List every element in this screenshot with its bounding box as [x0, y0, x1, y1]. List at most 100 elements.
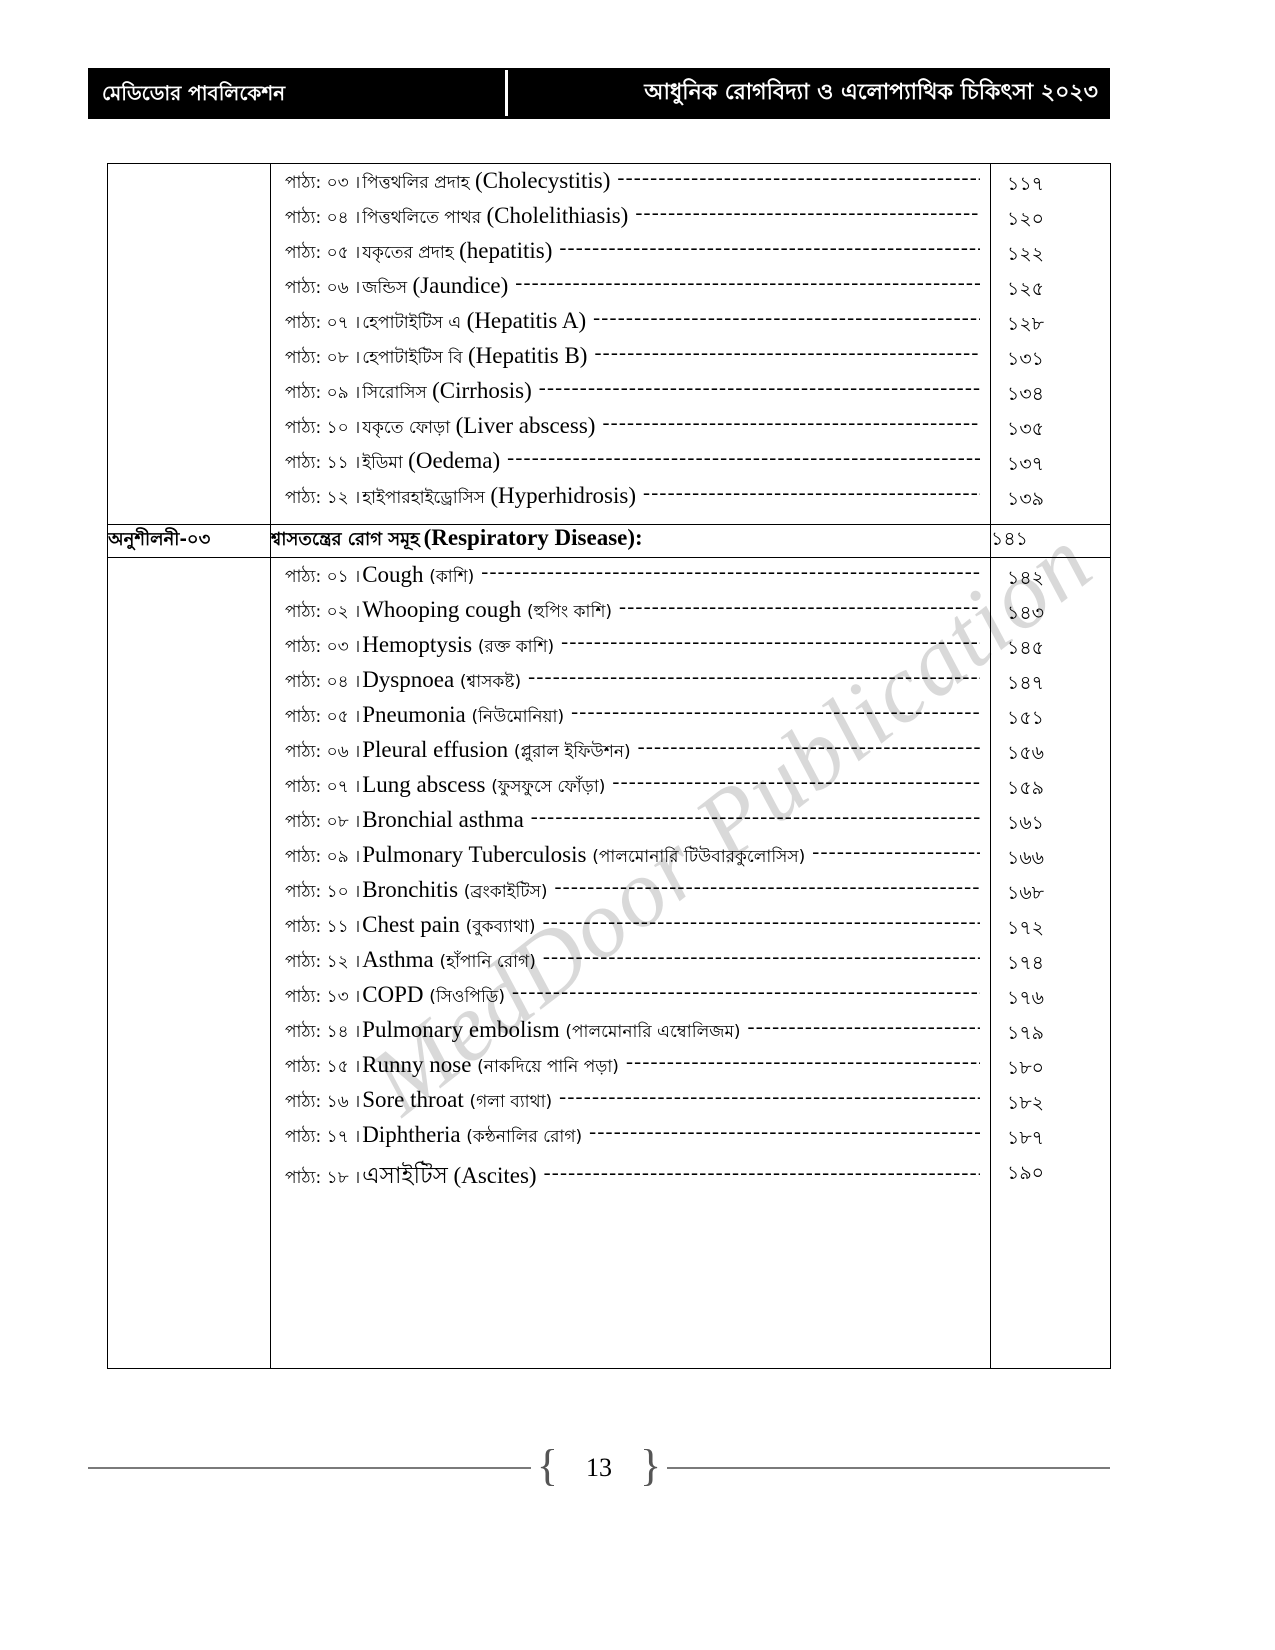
toc-entry-label: পাঠ্য: ০৫ । [285, 243, 361, 263]
toc-entry-page: ১৬৮ [1007, 881, 1045, 904]
toc-entry-label: পাঠ্য: ১২ । [285, 952, 361, 972]
toc-entry-title-bn: (সিওপিডি) [429, 987, 505, 1007]
toc-entry-title: Runny nose (নাকদিয়ে পানি পড়া) [362, 1052, 619, 1082]
toc-entry-label: পাঠ্য: ০৬ । [285, 278, 361, 298]
toc-entry-label: পাঠ্য: ০৭ । [285, 777, 361, 797]
toc-entry-title-en: Runny nose [362, 1052, 478, 1077]
toc-entry[interactable]: পাঠ্য: ০৯ । Pulmonary Tuberculosis (পালমো… [271, 842, 990, 877]
toc-entry[interactable]: পাঠ্য: ০৮ । Bronchial asthma -------------… [271, 807, 990, 842]
leader-dots: ----------------------------------------… [593, 308, 980, 329]
toc-entry-page: ১২৫ [1007, 277, 1045, 300]
toc-entry-page: ১১৭ [1007, 172, 1045, 195]
toc-entry[interactable]: পাঠ্য: ০১ । Cough (কাশি) -----------------… [271, 562, 990, 597]
toc-entry[interactable]: পাঠ্য: ১৮ । এসাইটিস (Ascites) ------------… [271, 1157, 990, 1192]
toc-entry[interactable]: পাঠ্য: ০৯ । সিরোসিস (Cirrhosis) ----------… [271, 378, 990, 413]
toc-entry[interactable]: পাঠ্য: ০৪ । পিত্তথলিতে পাথর (Cholelithias… [271, 203, 990, 238]
toc-entry-title-en: Pulmonary Tuberculosis [362, 842, 593, 867]
toc-entry[interactable]: পাঠ্য: ১৪ । Pulmonary embolism (পালমোনারি… [271, 1017, 990, 1052]
toc-entry[interactable]: পাঠ্য: ০৫ । Pneumonia (নিউমোনিয়া) -------… [271, 702, 990, 737]
toc-entry-title-en: (Cirrhosis) [432, 378, 532, 403]
toc-entry-title-bn: হেপাটাইটিস এ [362, 313, 467, 333]
toc-entry-title-bn: পিত্তথলিতে পাথর [362, 208, 487, 228]
toc-entry-page: ১৭৬ [1007, 986, 1045, 1009]
page-footer: { 13 } [88, 1441, 1110, 1491]
toc-entry[interactable]: পাঠ্য: ১২ । হাইপারহাইড্রোসিস (Hyperhidros… [271, 483, 990, 518]
toc-entry-title: পিত্তথলিতে পাথর (Cholelithiasis) [362, 203, 628, 233]
toc-entry-title-en: Dyspnoea [362, 667, 460, 692]
toc-entry-page: ১৩৪ [1007, 382, 1045, 405]
toc-entry-title-bn: হাইপারহাইড্রোসিস [362, 488, 491, 508]
toc-entry-title-bn: ইডিমা [362, 453, 409, 473]
toc-entry[interactable]: পাঠ্য: ০৩ । Hemoptysis (রক্ত কাশি) -------… [271, 632, 990, 667]
toc-entry-title: Asthma (হাঁপানি রোগ) [362, 947, 536, 977]
toc-entry-title-en: (Liver abscess) [455, 413, 596, 438]
leader-dots: ----------------------------------------… [602, 413, 980, 434]
toc-entry-label: পাঠ্য: ০৮ । [285, 812, 361, 832]
toc-entry-page: ১৮০ [1007, 1056, 1045, 1079]
leader-dots: ----------------------------------------… [637, 737, 980, 758]
toc-entry-title: সিরোসিস (Cirrhosis) [362, 378, 532, 408]
section-title: শ্বাসতন্ত্রের রোগ সমূহ (Respiratory Dise… [270, 524, 991, 558]
toc-entry[interactable]: পাঠ্য: ১৫ । Runny nose (নাকদিয়ে পানি পড়… [271, 1052, 990, 1087]
section-page-number: ১৪১ [990, 524, 1111, 558]
toc-entry[interactable]: পাঠ্য: ১৭ । Diphtheria (কন্ঠনালির রোগ) ---… [271, 1122, 990, 1157]
toc-entry[interactable]: পাঠ্য: ০৩ । পিত্তথলির প্রদাহ (Cholecystit… [271, 168, 990, 203]
toc-entry-label: পাঠ্য: ১১ । [285, 917, 361, 937]
page-number: 13 [586, 1453, 612, 1482]
toc-entry-page: ১৭২ [1007, 916, 1045, 939]
toc-entry[interactable]: পাঠ্য: ০৭ । Lung abscess (ফুসফুসে ফোঁড়া)… [271, 772, 990, 807]
toc-entry[interactable]: পাঠ্য: ১০ । Bronchitis (ব্রংকাইটিস) ------… [271, 877, 990, 912]
toc-entry-page: ১৭৪ [1007, 951, 1045, 974]
toc-entry-page: ১৩৯ [1007, 487, 1045, 510]
toc-entry-title-en: Pleural effusion [362, 737, 514, 762]
toc-entry-page: ১৪৭ [1007, 671, 1045, 694]
toc-entry[interactable]: পাঠ্য: ০৪ । Dyspnoea (শ্বাসকষ্ট) ---------… [271, 667, 990, 702]
toc-entry-title-bn: হেপাটাইটিস বি [362, 348, 469, 368]
toc-entry-page: ১৫১ [1007, 706, 1044, 729]
toc-entry-page: ১৩১ [1007, 347, 1045, 370]
toc-entry-title: Pneumonia (নিউমোনিয়া) [362, 702, 564, 732]
toc-entry-title: পিত্তথলির প্রদাহ (Cholecystitis) [362, 168, 610, 198]
toc-entry-label: পাঠ্য: ০৭ । [285, 313, 361, 333]
toc-entry-title-en: Sore throat [362, 1087, 470, 1112]
toc-entry-label: পাঠ্য: ১১ । [285, 453, 361, 473]
toc-entry[interactable]: পাঠ্য: ১০ । যকৃতে ফোড়া (Liver abscess) --… [271, 413, 990, 448]
toc-entry-title-en: (Cholelithiasis) [486, 203, 629, 228]
section-title-en: (Respiratory Disease): [423, 525, 643, 550]
toc-entry[interactable]: পাঠ্য: ০৬ । Pleural effusion (প্লুরাল ইফি… [271, 737, 990, 772]
header-publisher-band: মেডিডোর পাবলিকেশন [88, 70, 508, 116]
toc-entry-label: পাঠ্য: ১৩ । [285, 987, 361, 1007]
toc-entry[interactable]: পাঠ্য: ১২ । Asthma (হাঁপানি রোগ) ---------… [271, 947, 990, 982]
table-of-contents: পাঠ্য: ০৩ । পিত্তথলির প্রদাহ (Cholecystit… [107, 163, 1111, 1369]
toc-entry[interactable]: পাঠ্য: ০৭ । হেপাটাইটিস এ (Hepatitis A) ---… [271, 308, 990, 343]
toc-entry-title-en: Lung abscess [362, 772, 492, 797]
toc-entry-title: হেপাটাইটিস এ (Hepatitis A) [362, 308, 586, 338]
toc-entry-title-en: COPD [362, 982, 430, 1007]
leader-dots: ----------------------------------------… [619, 597, 980, 618]
toc-entry[interactable]: পাঠ্য: ১৬ । Sore throat (গলা ব্যাথা) -----… [271, 1087, 990, 1122]
toc-entry-title-bn: (হাঁপানি রোগ) [439, 952, 536, 972]
toc-entry[interactable]: পাঠ্য: ০৫ । যকৃতের প্রদাহ (hepatitis) ----… [271, 238, 990, 273]
toc-entry-title-bn: (বুকব্যাথা) [465, 917, 536, 937]
toc-entry[interactable]: পাঠ্য: ১৩ । COPD (সিওপিডি) ---------------… [271, 982, 990, 1017]
toc-entry-title-bn: যকৃতে ফোড়া [362, 418, 456, 438]
leader-dots: ----------------------------------------… [559, 1087, 980, 1108]
toc-entry-title-bn: (রক্ত কাশি) [477, 637, 555, 657]
toc-entry-label: পাঠ্য: ০২ । [285, 602, 361, 622]
footer-brace-right-icon: } [640, 1441, 662, 1491]
toc-entry-title: Chest pain (বুকব্যাথা) [362, 912, 535, 942]
toc-entry-title: Pulmonary embolism (পালমোনারি এম্বোলিজম) [362, 1017, 740, 1047]
toc-entry[interactable]: পাঠ্য: ১১ । ইডিমা (Oedema) ---------------… [271, 448, 990, 483]
leader-dots: ----------------------------------------… [589, 1122, 980, 1143]
toc-entry[interactable]: পাঠ্য: ১১ । Chest pain (বুকব্যাথা) -------… [271, 912, 990, 947]
leader-dots: ----------------------------------------… [538, 378, 980, 399]
section-title-bn: শ্বাসতন্ত্রের রোগ সমূহ [271, 529, 420, 550]
toc-entry[interactable]: পাঠ্য: ০২ । Whooping cough (হুপিং কাশি) --… [271, 597, 990, 632]
toc-entry[interactable]: পাঠ্য: ০৬ । জন্ডিস (Jaundice) ------------… [271, 273, 990, 308]
toc-entry[interactable]: পাঠ্য: ০৮ । হেপাটাইটিস বি (Hepatitis B) --… [271, 343, 990, 378]
toc-entry-page: ১২০ [1007, 207, 1045, 230]
toc-entry-title-bn: (নাকদিয়ে পানি পড়া) [477, 1057, 619, 1077]
toc-entry-title: Diphtheria (কন্ঠনালির রোগ) [362, 1122, 582, 1152]
leader-dots: ----------------------------------------… [542, 912, 980, 933]
toc-entry-label: পাঠ্য: ১৬ । [285, 1092, 361, 1112]
